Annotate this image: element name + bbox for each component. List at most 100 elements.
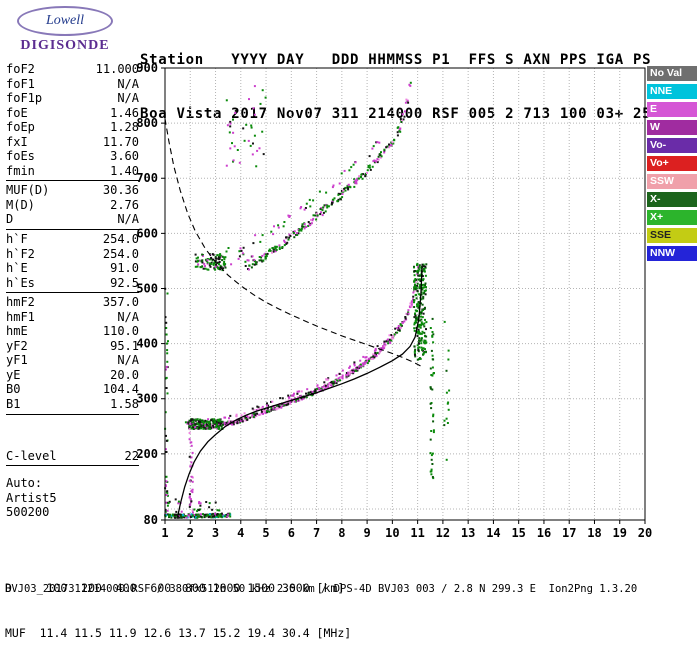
- param-value: 254.0: [102, 232, 139, 247]
- y-tick-label: 300: [136, 392, 158, 406]
- param-value: 91.0: [110, 261, 139, 276]
- param-group: Auto: Artist5 500200: [6, 476, 139, 522]
- echo-scatter: [164, 81, 451, 519]
- param-label: h`E: [6, 261, 28, 276]
- param-value: 95.1: [110, 338, 139, 353]
- legend-item-6: SSW: [647, 174, 697, 189]
- param-label: Artist5: [6, 490, 57, 505]
- x-tick-label: 9: [363, 526, 370, 540]
- param-label: B1: [6, 397, 21, 412]
- param-row-yf2: yF2 95.1: [6, 339, 139, 354]
- x-tick-label: 11: [410, 526, 424, 540]
- x-tick-label: 18: [587, 526, 601, 540]
- param-row-500200: 500200: [6, 505, 139, 520]
- x-tick-label: 16: [537, 526, 551, 540]
- x-tick-label: 12: [436, 526, 450, 540]
- param-label: hmF1: [6, 309, 35, 324]
- param-row-foep: foEp 1.28: [6, 120, 139, 135]
- d-distances-line: D 100 200 400 600 800 1000 1500 3000 [km…: [5, 581, 345, 595]
- param-label: D: [6, 212, 14, 227]
- legend-item-8: X+: [647, 210, 697, 225]
- param-label: 500200: [6, 505, 50, 520]
- header-values-line: Boa Vista 2017 Nov07 311 214000 RSF 005 …: [140, 106, 652, 122]
- y-tick-label: 80: [144, 513, 158, 527]
- param-value: 22: [124, 448, 139, 463]
- legend-item-9: SSE: [647, 228, 697, 243]
- param-label: Auto:: [6, 476, 43, 491]
- param-row-yf1: yF1 N/A: [6, 353, 139, 368]
- echo-legend: No Val NNE E W Vo- Vo+ SSW X- X+ SSE NNW: [647, 66, 697, 264]
- param-row-hme: hmE 110.0: [6, 324, 139, 339]
- x-tick-label: 14: [486, 526, 500, 540]
- x-tick-label: 1: [161, 526, 168, 540]
- param-row-fmin: fmin 1.40: [6, 164, 139, 179]
- y-tick-label: 200: [136, 447, 158, 461]
- legend-item-1: NNE: [647, 84, 697, 99]
- param-row-ye: yE 20.0: [6, 368, 139, 383]
- param-value: 1.46: [110, 105, 139, 120]
- param-row-h-es: h`Es 92.5: [6, 276, 139, 291]
- param-label: foEp: [6, 120, 35, 135]
- param-group: foF2 11.000 foF1 N/A foF1p N/A foE 1.46 foEp 1.28…: [6, 62, 139, 182]
- param-group: MUF(D) 30.36 M(D) 2.76 D N/A: [6, 183, 139, 231]
- param-value: N/A: [117, 212, 139, 227]
- param-row-h-e: h`E 91.0: [6, 261, 139, 276]
- ionogram-svg: 1 2 3 4 5 6 7 8 9 10 11 12 13 14 15 16 17 18 19 20900800700…: [136, 61, 652, 540]
- param-label: foEs: [6, 149, 35, 164]
- param-row-d: D N/A: [6, 212, 139, 227]
- x-tick-label: 17: [562, 526, 576, 540]
- param-value: 30.36: [102, 183, 139, 198]
- param-value: 104.4: [102, 382, 139, 397]
- param-label: hmE: [6, 324, 28, 339]
- x-tick-label: 7: [313, 526, 320, 540]
- param-label: C-level: [6, 448, 57, 463]
- param-row-fof2: foF2 11.000: [6, 62, 139, 77]
- header-fields-line: Station YYYY DAY DDD HHMMSS P1 FFS S AXN…: [140, 52, 652, 68]
- param-label: yF2: [6, 338, 28, 353]
- logo-digisonde-text: DIGISONDE: [20, 38, 110, 53]
- param-group: hmF2 357.0 hmF1 N/A hmE 110.0 yF2 95.1 yF1 N/A yE 2…: [6, 295, 139, 415]
- param-value: 11.000: [95, 62, 139, 76]
- param-label: h`F2: [6, 246, 35, 261]
- muf-transmission-curve: [164, 118, 425, 369]
- param-value: 3.60: [110, 149, 139, 164]
- station-header: Station YYYY DAY DDD HHMMSS P1 FFS S AXN…: [140, 15, 651, 159]
- param-label: h`F: [6, 232, 28, 247]
- x-tick-label: 8: [338, 526, 345, 540]
- param-row-h-f2: h`F2 254.0: [6, 247, 139, 262]
- param-label: h`Es: [6, 275, 35, 290]
- x-tick-label: 13: [461, 526, 475, 540]
- param-row-fof1: foF1 N/A: [6, 77, 139, 92]
- legend-item-7: X-: [647, 192, 697, 207]
- param-value: 20.0: [110, 367, 139, 382]
- param-row-h-f: h`F 254.0: [6, 232, 139, 247]
- param-group: h`F 254.0 h`F2 254.0 h`E 91.0 h`Es 92.5: [6, 232, 139, 294]
- y-tick-label: 700: [136, 171, 158, 185]
- legend-item-2: E: [647, 102, 697, 117]
- param-value: 11.70: [102, 134, 139, 149]
- x-tick-label: 10: [385, 526, 399, 540]
- param-row-b0: B0 104.4: [6, 382, 139, 397]
- x-tick-label: 2: [187, 526, 194, 540]
- param-row-foes: foEs 3.60: [6, 149, 139, 164]
- param-value: 2.76: [110, 197, 139, 212]
- param-label: M(D): [6, 197, 35, 212]
- param-value: 1.40: [110, 163, 139, 178]
- x-tick-label: 4: [237, 526, 244, 540]
- y-tick-label: 500: [136, 281, 158, 295]
- param-label: yF1: [6, 353, 28, 368]
- param-label: fxI: [6, 134, 28, 149]
- x-tick-label: 19: [613, 526, 627, 540]
- param-panel: foF2 11.000 foF1 N/A foF1p N/A foE 1.46 foEp 1.28…: [6, 62, 139, 524]
- x-tick-label: 5: [262, 526, 269, 540]
- lowell-digisonde-logo: Lowell DIGISONDE: [10, 6, 120, 54]
- legend-item-4: Vo-: [647, 138, 697, 153]
- legend-item-0: No Val: [647, 66, 697, 81]
- muf-table: D 100 200 400 600 800 1000 1500 3000 [km…: [5, 551, 351, 671]
- x-tick-label: 6: [288, 526, 295, 540]
- y-tick-label: 400: [136, 337, 158, 351]
- param-value: N/A: [117, 91, 139, 106]
- y-tick-label: 900: [136, 61, 158, 75]
- x-tick-label: 20: [638, 526, 652, 540]
- file-info-line: BVJ03_2017311214000.RSF / 380fx512h 50 k…: [5, 583, 638, 595]
